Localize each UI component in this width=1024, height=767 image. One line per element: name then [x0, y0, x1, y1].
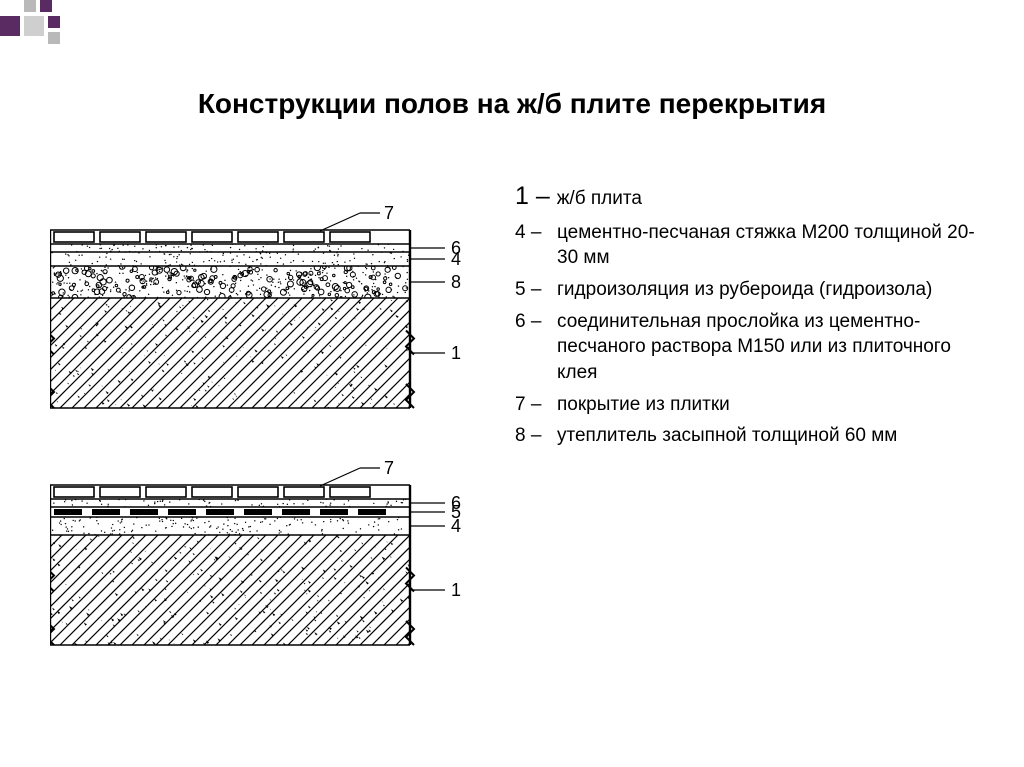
svg-text:8: 8	[451, 272, 461, 292]
page-title: Конструкции полов на ж/б плите перекрыти…	[0, 88, 1024, 120]
legend-list: 1 – ж/б плита 4 –цементно-песчаная стяжка…	[515, 180, 995, 455]
content-area: 7648176541 1 – ж/б плита4 –цементно-песч…	[0, 175, 1024, 735]
legend-item: 6 –соединительная прослойка из цементно-…	[515, 309, 995, 386]
svg-text:1: 1	[451, 580, 461, 600]
svg-text:4: 4	[451, 249, 461, 269]
legend-item: 8 –утеплитель засыпной толщиной 60 мм	[515, 423, 995, 449]
legend-item: 5 –гидроизоляция из рубероида (гидроизол…	[515, 277, 995, 303]
svg-text:1: 1	[451, 343, 461, 363]
svg-text:7: 7	[384, 205, 394, 223]
svg-text:7: 7	[384, 458, 394, 478]
legend-item: 7 –покрытие из плитки	[515, 392, 995, 418]
corner-decor	[0, 0, 70, 50]
legend-item: 1 – ж/б плита	[515, 180, 995, 214]
section-diagrams: 7648176541	[50, 205, 480, 725]
svg-text:4: 4	[451, 516, 461, 536]
legend-item: 4 –цементно-песчаная стяжка М200 толщино…	[515, 220, 995, 271]
